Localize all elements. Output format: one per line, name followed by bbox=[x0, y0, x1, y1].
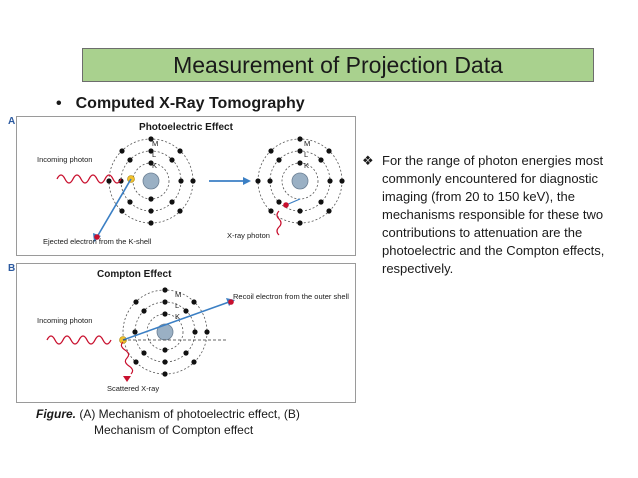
caption-line1: (A) Mechanism of photoelectric effect, (… bbox=[76, 407, 300, 421]
figure-caption: Figure. (A) Mechanism of photoelectric e… bbox=[36, 406, 336, 438]
photoelectric-diagram: Photoelectric Effect bbox=[16, 116, 356, 256]
bullet-dot-icon: • bbox=[56, 95, 62, 112]
slide-title: Measurement of Projection Data bbox=[82, 48, 594, 82]
side-note: ❖ For the range of photon energies most … bbox=[362, 152, 632, 278]
bullet-text: Computed X-Ray Tomography bbox=[75, 95, 305, 112]
b-shell-k-label: K bbox=[175, 312, 181, 321]
panel-a-letter: A bbox=[8, 116, 16, 127]
b-shell-l-label: L bbox=[175, 301, 180, 310]
a2-shell-l-label: L bbox=[304, 150, 309, 159]
compton-diagram: Compton Effect M L K Incoming photon Rec… bbox=[16, 263, 356, 403]
a-ejected-electron-label: Ejected electron from the K-shell bbox=[43, 237, 152, 246]
b-recoil-electron-label: Recoil electron from the outer shell bbox=[233, 292, 349, 301]
panel-b-letter: B bbox=[8, 263, 16, 274]
side-note-text: For the range of photon energies most co… bbox=[382, 153, 605, 276]
a2-shell-k-label: K bbox=[304, 161, 310, 170]
a2-shell-m-label: M bbox=[304, 139, 311, 148]
a-shell-k-label: K bbox=[152, 161, 158, 170]
a-shell-m-label: M bbox=[152, 139, 159, 148]
a-incoming-photon-label: Incoming photon bbox=[37, 155, 93, 164]
b-incoming-photon-label: Incoming photon bbox=[37, 316, 93, 325]
caption-prefix: Figure. bbox=[36, 407, 77, 421]
caption-line2: Mechanism of Compton effect bbox=[94, 423, 254, 437]
compton-figure bbox=[46, 287, 235, 382]
bullet-item: • Computed X-Ray Tomography bbox=[56, 95, 305, 113]
diamond-bullet-icon: ❖ bbox=[362, 153, 374, 168]
b-scattered-xray-label: Scattered X-ray bbox=[107, 384, 160, 393]
panel-a-title: Photoelectric Effect bbox=[139, 122, 233, 133]
photoelectric-figure bbox=[56, 136, 345, 242]
panel-b-title: Compton Effect bbox=[97, 269, 172, 280]
a-xray-photon-label: X-ray photon bbox=[227, 231, 270, 240]
b-shell-m-label: M bbox=[175, 290, 182, 299]
a-shell-l-label: L bbox=[152, 150, 157, 159]
